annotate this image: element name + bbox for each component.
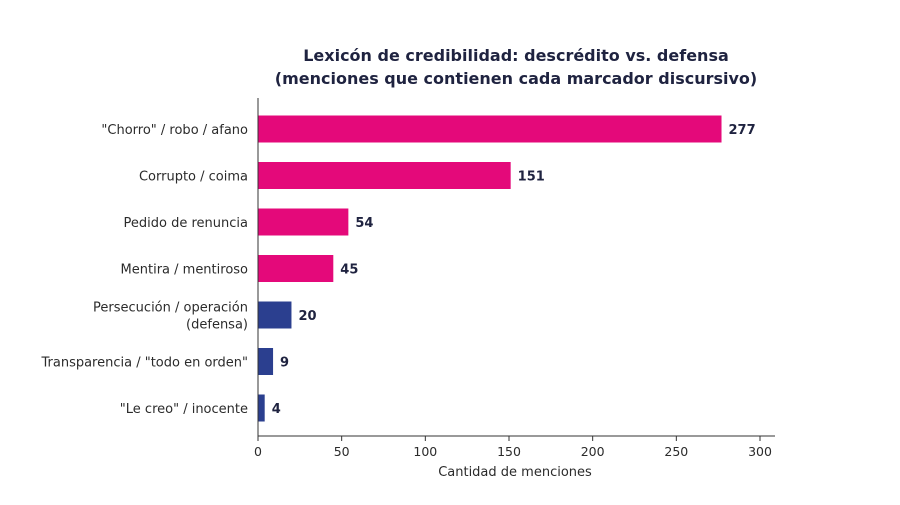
category-label-2: Corrupto / coima — [139, 170, 248, 185]
value-label-4: 45 — [340, 263, 358, 278]
x-tick-label-150: 150 — [497, 444, 521, 459]
bar-4 — [258, 255, 334, 282]
category-label-line: Pedido de renuncia — [124, 216, 248, 231]
category-label-4: Mentira / mentiroso — [121, 263, 249, 278]
value-label-7: 4 — [272, 402, 281, 417]
x-axis: 0 50 100 150 200 250 300 — [254, 98, 775, 459]
chart-title: Lexicón de credibilidad: descrédito vs. … — [303, 46, 729, 65]
value-label-3: 54 — [355, 216, 373, 231]
category-label-7: "Le creo" / inocente — [120, 402, 248, 417]
x-tick-label-300: 300 — [748, 444, 772, 459]
bar-6 — [258, 348, 274, 375]
value-label-6: 9 — [280, 356, 289, 371]
bar-7 — [258, 394, 265, 422]
category-label-1: "Chorro" / robo / afano — [101, 123, 248, 138]
bar-1 — [258, 115, 722, 143]
category-label-line: "Le creo" / inocente — [120, 402, 248, 417]
category-label-line: Mentira / mentiroso — [121, 263, 249, 278]
category-label-line: Transparencia / "todo en orden" — [40, 356, 248, 371]
category-label-line: (defensa) — [186, 318, 248, 333]
category-label-5: Persecución / operación (defensa) — [93, 301, 248, 333]
chart-subtitle: (menciones que contienen cada marcador d… — [275, 69, 757, 88]
x-tick-label-250: 250 — [664, 444, 688, 459]
x-tick-label-50: 50 — [334, 444, 350, 459]
value-label-2: 151 — [518, 170, 545, 185]
x-tick-label-0: 0 — [254, 444, 262, 459]
x-tick-label-100: 100 — [413, 444, 437, 459]
x-tick-label-200: 200 — [581, 444, 605, 459]
bar-5 — [258, 301, 292, 329]
plot-area: 277 "Chorro" / robo / afano 151 Corrupto / … — [40, 115, 756, 422]
x-axis-title: Cantidad de menciones — [438, 465, 592, 480]
category-label-line: Persecución / operación — [93, 301, 248, 316]
category-label-line: Corrupto / coima — [139, 170, 248, 185]
chart-title-group: Lexicón de credibilidad: descrédito vs. … — [275, 46, 757, 88]
category-label-6: Transparencia / "todo en orden" — [40, 356, 248, 371]
bar-2 — [258, 162, 511, 189]
category-label-3: Pedido de renuncia — [124, 216, 248, 231]
value-label-1: 277 — [729, 123, 756, 138]
value-label-5: 20 — [298, 309, 316, 324]
category-label-line: "Chorro" / robo / afano — [101, 123, 248, 138]
bar-3 — [258, 208, 349, 236]
